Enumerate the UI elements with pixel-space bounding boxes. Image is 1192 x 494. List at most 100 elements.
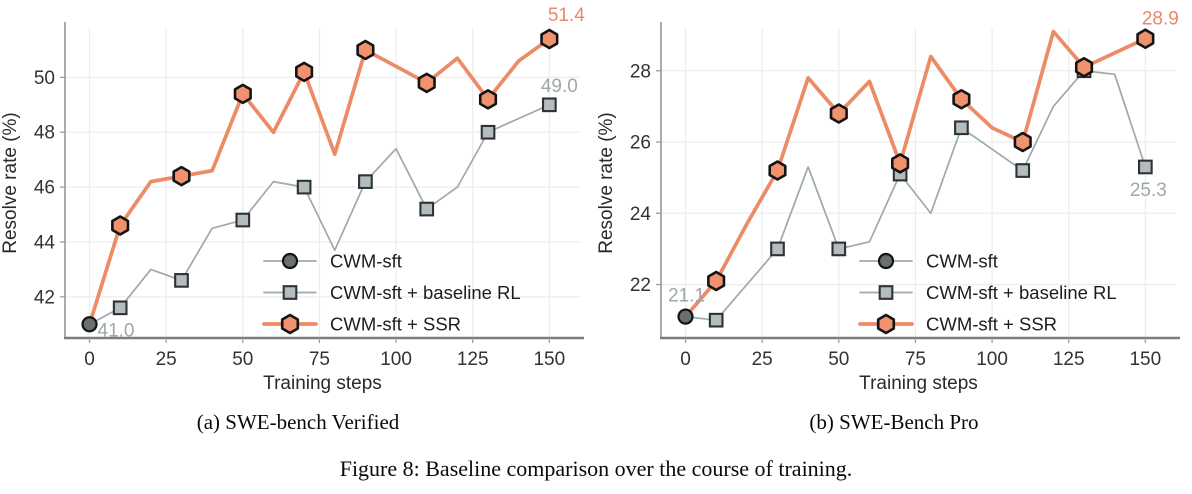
chart-svg-b: 0 25 50 75 100 125 150 22 24 26 28 CWM-sft CWM-sft +… <box>596 9 1180 394</box>
square-marker <box>112 300 128 316</box>
y-tick-label: 42 <box>34 287 55 308</box>
square-marker <box>296 179 312 195</box>
x-tick-label: 150 <box>1129 349 1161 370</box>
square-marker <box>770 241 785 257</box>
chart-swe-bench-pro: 0 25 50 75 100 125 150 22 24 26 28 CWM-sft CWM-sft +… <box>596 0 1192 402</box>
x-tick-label: 50 <box>232 349 253 370</box>
x-tick-label: 150 <box>533 349 565 370</box>
legend-label: CWM-sft + baseline RL <box>330 282 521 303</box>
square-marker <box>1137 159 1153 175</box>
annotations: 41.0 51.4 49.0 <box>98 5 586 341</box>
circle-marker <box>677 308 694 325</box>
circle-marker <box>877 252 895 270</box>
legend: CWM-sft CWM-sft + baseline RL CWM-sft + SS… <box>858 251 1117 335</box>
x-tick-label: 75 <box>309 349 330 370</box>
chart-swe-bench-verified: 0 25 50 75 100 125 150 42 44 46 48 50 CWM-sft CWM-sft… <box>0 0 596 402</box>
hexagon-marker <box>111 215 130 236</box>
square-marker <box>174 273 189 288</box>
square-marker <box>878 285 894 300</box>
circle-marker <box>81 316 98 333</box>
square-marker <box>1015 163 1031 178</box>
x-tick-label: 25 <box>156 349 177 370</box>
square-marker <box>282 285 298 300</box>
series-cwm-sft-ssr <box>87 28 559 327</box>
baseline-rl-line <box>685 69 1147 322</box>
hexagon-marker <box>1013 131 1032 153</box>
legend-label: CWM-sft + baseline RL <box>926 282 1117 303</box>
x-tick-label: 125 <box>1053 349 1085 370</box>
square-marker <box>541 97 557 113</box>
hexagon-marker <box>540 28 559 50</box>
x-tick-label: 0 <box>84 349 95 370</box>
hexagon-marker <box>1136 28 1155 49</box>
value-annotation: 51.4 <box>548 5 585 26</box>
x-tick-label: 100 <box>976 349 1008 370</box>
hexagon-marker <box>876 313 896 335</box>
hexagon-marker <box>295 61 314 83</box>
x-tick-label: 125 <box>457 349 489 370</box>
square-marker <box>358 174 373 189</box>
square-marker <box>480 124 496 140</box>
hexagon-marker <box>233 83 252 105</box>
hexagon-marker <box>891 153 910 174</box>
legend-label: CWM-sft + SSR <box>926 314 1057 335</box>
hexagon-marker <box>829 103 848 124</box>
y-tick-label: 28 <box>630 61 651 82</box>
hexagon-marker <box>707 270 726 292</box>
charts-row: 0 25 50 75 100 125 150 42 44 46 48 50 CWM-sft CWM-sft… <box>0 0 1192 402</box>
y-axis-label: Resolve rate (%) <box>596 112 617 254</box>
series-cwm-sft <box>677 308 694 325</box>
value-annotation: 21.1 <box>668 286 705 307</box>
x-tick-label: 25 <box>752 349 773 370</box>
series-cwm-sft-ssr <box>683 28 1155 319</box>
baseline-rl-line <box>89 104 550 326</box>
annotations: 21.1 28.9 25.3 <box>668 9 1179 307</box>
y-tick-label: 50 <box>34 68 55 89</box>
series-cwm-sft <box>81 316 98 333</box>
tick-labels: 0 25 50 75 100 125 150 42 44 46 48 50 <box>34 68 565 370</box>
hexagon-marker <box>952 88 971 110</box>
hexagon-marker <box>172 165 191 187</box>
square-marker <box>831 241 847 257</box>
tick-labels: 0 25 50 75 100 125 150 22 24 26 28 <box>630 61 1161 370</box>
x-axis-label: Training steps <box>859 373 978 394</box>
hexagon-marker <box>768 160 787 181</box>
hexagon-marker <box>280 313 300 335</box>
hexagon-marker <box>478 89 498 110</box>
y-axis-label: Resolve rate (%) <box>0 112 21 254</box>
value-annotation: 41.0 <box>98 320 135 341</box>
value-annotation: 28.9 <box>1142 9 1179 30</box>
subcaption-a: (a) SWE-bench Verified <box>196 409 400 434</box>
square-marker <box>954 120 969 136</box>
y-tick-label: 44 <box>34 232 56 253</box>
x-axis-label: Training steps <box>263 373 382 394</box>
x-tick-label: 0 <box>680 349 691 370</box>
subcaption-b: (b) SWE-Bench Pro <box>809 409 979 434</box>
hexagon-marker <box>1074 56 1094 78</box>
gridlines <box>661 28 1176 338</box>
x-tick-label: 50 <box>828 349 849 370</box>
x-tick-label: 100 <box>380 349 412 370</box>
x-tick-label: 75 <box>905 349 926 370</box>
legend: CWM-sft CWM-sft + baseline RL CWM-sft + SS… <box>262 251 521 335</box>
value-annotation: 49.0 <box>541 76 578 97</box>
hexagon-marker <box>417 72 436 94</box>
legend-label: CWM-sft <box>330 251 402 272</box>
hexagon-marker <box>356 39 375 61</box>
square-marker <box>419 201 435 217</box>
chart-svg-a: 0 25 50 75 100 125 1504244464850CWM-sftCWM-sft… <box>0 5 586 394</box>
series-cwm-sft-baseline-rl <box>89 97 557 326</box>
y-tick-label: 26 <box>630 133 651 154</box>
ssr-line <box>683 29 1148 319</box>
y-tick-label: 22 <box>630 275 651 296</box>
square-marker <box>708 312 724 328</box>
y-tick-label: 24 <box>630 204 652 225</box>
square-marker <box>235 212 251 228</box>
ssr-line <box>87 37 552 327</box>
legend-label: CWM-sft <box>926 251 998 272</box>
y-tick-label: 46 <box>34 178 55 199</box>
y-tick-label: 48 <box>34 123 55 144</box>
legend-label: CWM-sft + SSR <box>330 314 461 335</box>
value-annotation: 25.3 <box>1130 180 1167 201</box>
